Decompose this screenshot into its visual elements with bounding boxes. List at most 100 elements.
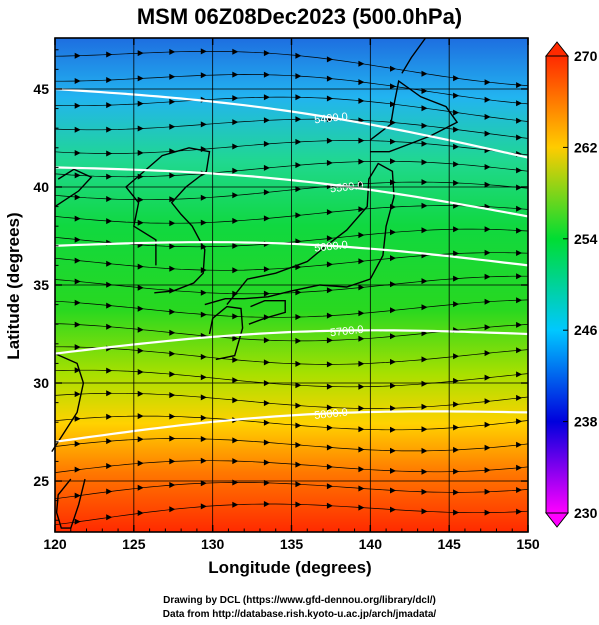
wind-arrow [421, 122, 428, 129]
wind-arrow [484, 130, 491, 137]
wind-arrow [390, 506, 396, 513]
contour-label: 5600.0 [314, 239, 349, 254]
wind-arrow [484, 444, 491, 451]
wind-arrow [200, 353, 207, 360]
wind-arrow [200, 194, 207, 201]
coastline [369, 79, 459, 153]
wind-arrow [453, 275, 460, 282]
coastline [204, 162, 395, 306]
wind-arrow [263, 439, 270, 446]
wind-arrow [516, 441, 523, 448]
wind-arrow [295, 238, 302, 245]
wind-arrow [232, 143, 239, 150]
wind-arrow [106, 77, 113, 83]
wind-arrow [516, 82, 523, 89]
wind-arrow [74, 236, 81, 243]
wind-arrow [295, 360, 302, 367]
wind-arrow [232, 356, 239, 363]
wind-arrow [295, 162, 302, 169]
wind-arrow [137, 219, 144, 226]
y-tick-label: 30 [33, 375, 49, 391]
wind-arrow [137, 50, 144, 57]
colorbar-tick-label: 262 [574, 139, 598, 155]
wind-arrow [516, 371, 523, 378]
wind-arrow [390, 179, 396, 186]
colorbar-tick-label: 254 [574, 231, 598, 247]
wind-arrow [326, 235, 333, 242]
wind-arrow [106, 126, 113, 133]
wind-arrow [295, 94, 302, 101]
wind-arrow [421, 488, 428, 495]
wind-arrow [74, 278, 81, 285]
wind-arrow [74, 518, 81, 525]
wind-arrow [232, 192, 239, 199]
wind-arrow [390, 447, 396, 454]
wind-arrow [169, 98, 176, 105]
wind-arrow [421, 88, 428, 94]
wind-arrow [263, 419, 270, 426]
wind-arrow [200, 219, 207, 226]
x-tick-label: 150 [516, 536, 540, 552]
wind-arrow [169, 172, 176, 179]
y-tick-label: 40 [33, 179, 49, 195]
wind-arrow [453, 468, 460, 475]
wind-arrow [358, 405, 365, 412]
wind-arrow [516, 227, 523, 234]
wind-arrow [263, 215, 270, 222]
wind-arrow [137, 149, 144, 156]
wind-arrow [106, 173, 113, 180]
wind-arrow [421, 227, 428, 234]
wind-arrow [169, 458, 176, 465]
wind-arrow [484, 113, 491, 120]
wind-arrow [106, 302, 113, 309]
wind-arrow [326, 159, 333, 166]
wind-arrow [263, 140, 270, 147]
wind-arrow [137, 436, 144, 443]
wind-arrow [200, 394, 207, 401]
wind-arrow [358, 180, 365, 187]
wind-arrow [390, 65, 396, 72]
wind-arrow [390, 358, 396, 365]
wind-arrow [106, 488, 113, 495]
wind-arrow [263, 71, 270, 78]
contour-label: 5700.0 [329, 324, 364, 339]
wind-arrow [263, 314, 270, 321]
wind-arrow [74, 492, 81, 499]
wind-arrow [74, 391, 81, 398]
wind-arrow [137, 510, 144, 516]
wind-arrow [263, 459, 270, 466]
colorbar-gradient [545, 55, 569, 514]
wind-arrow [358, 383, 365, 390]
wind-arrow [516, 297, 523, 304]
wind-arrow [358, 137, 365, 144]
wind-arrow [169, 506, 176, 513]
x-axis-title: Longitude (degrees) [208, 558, 372, 577]
wind-arrow [74, 215, 81, 222]
wind-arrow [137, 305, 144, 312]
wind-arrow [390, 307, 396, 314]
wind-arrow [516, 134, 523, 141]
colorbar-tick-label: 238 [574, 414, 598, 430]
wind-arrow [358, 60, 365, 67]
wind-arrow [106, 323, 113, 330]
wind-arrow [200, 480, 207, 487]
wind-arrow [232, 313, 239, 320]
wind-arrow [169, 413, 176, 420]
wind-arrow [169, 123, 176, 130]
wind-arrow [358, 310, 365, 317]
wind-arrow [74, 344, 81, 351]
wind-arrow [169, 243, 176, 250]
wind-arrow [106, 51, 113, 58]
wind-arrow [484, 350, 491, 357]
wind-arrow [453, 424, 460, 431]
wind-arrow [295, 481, 302, 488]
wind-arrow [137, 75, 144, 82]
wind-arrow [169, 196, 176, 203]
wind-arrow [295, 382, 302, 389]
wind-arrow [106, 196, 113, 202]
wind-arrow [232, 437, 239, 444]
wind-arrow [200, 243, 207, 250]
wind-arrow [390, 83, 396, 90]
wind-arrow [390, 158, 396, 165]
wind-arrow [421, 70, 428, 77]
